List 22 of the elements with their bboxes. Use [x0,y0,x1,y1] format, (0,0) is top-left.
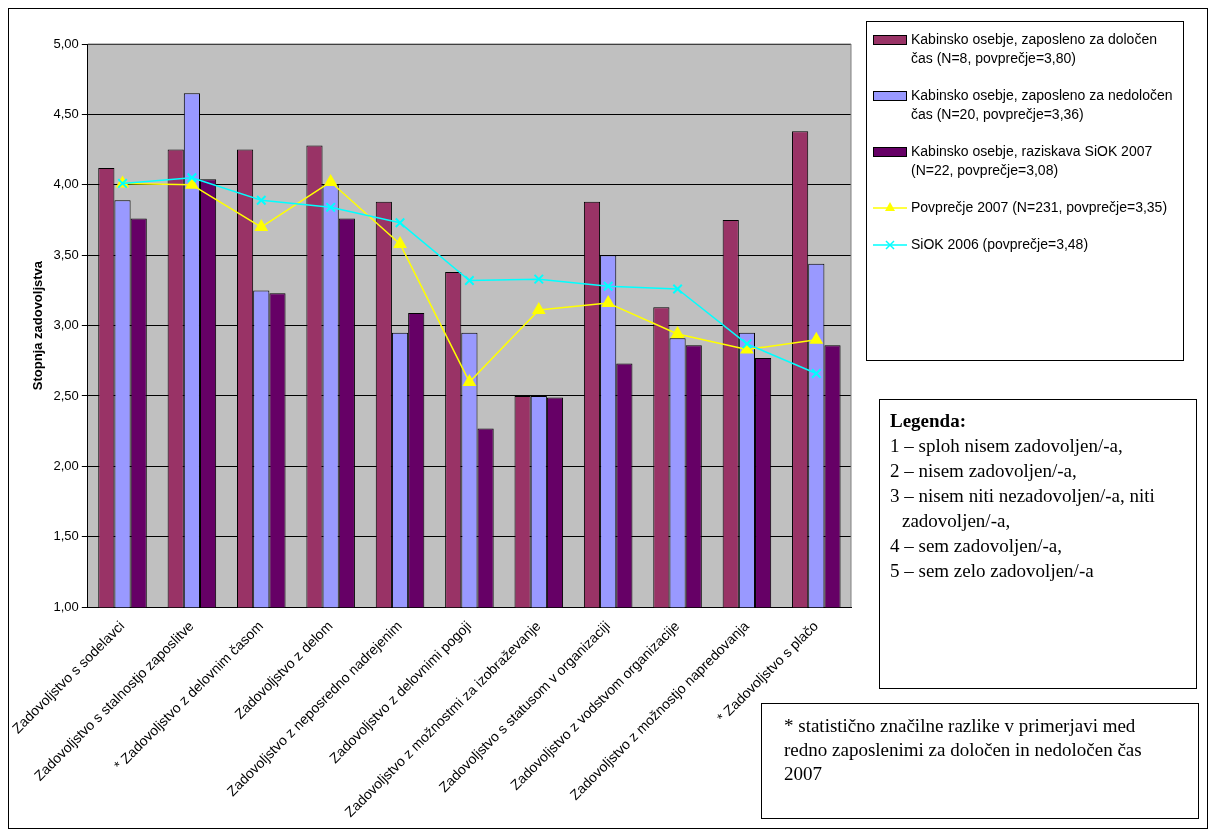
text: 1 – sploh nisem zadovoljen/-a, [890,434,1124,458]
y-tick-label: 4,00 [53,176,79,192]
text: 3 – nisem niti nezadovoljen/-a, niti zadovoljen/-a, [890,484,1156,533]
y-tick-label: 4,50 [53,105,79,121]
text: Legenda: [890,409,967,433]
y-tick-label: 3,00 [53,317,79,333]
y-axis-title: Stopnja zadovoljstva [30,260,46,391]
legend-label: Kabinsko osebje, zaposleno za nedoločen čas (N=20, povprečje=3,36) [911,86,1174,124]
legend-label: Kabinsko osebje, raziskava SiOK 2007 (N=22, povprečje=3,08) [911,142,1154,180]
text: 5 – sem zelo zadovoljen/-a [890,559,1095,583]
legend-label: Povprečje 2007 (N=231, povprečje=3,35) [911,198,1168,217]
y-tick-label: 3,50 [53,246,79,262]
text: * statistično značilne razlike v primerjavi med redno zaposlenimi za določen in nedoločen čas 2007 [761,703,1199,819]
y-tick-label: 1,50 [53,528,79,544]
legend-label: SiOK 2006 (povprečje=3,48) [911,235,1089,254]
y-tick-label: 1,00 [53,598,79,614]
text: 4 – sem zadovoljen/-a, [890,534,1063,558]
y-tick-label: 2,00 [53,457,79,473]
y-tick-label: 2,50 [53,387,79,403]
text: 2 – nisem zadovoljen/-a, [890,459,1078,483]
y-tick-label: 5,00 [53,35,79,51]
legend-label: Kabinsko osebje, zaposleno za določen čas (N=8, povprečje=3,80) [911,30,1158,68]
